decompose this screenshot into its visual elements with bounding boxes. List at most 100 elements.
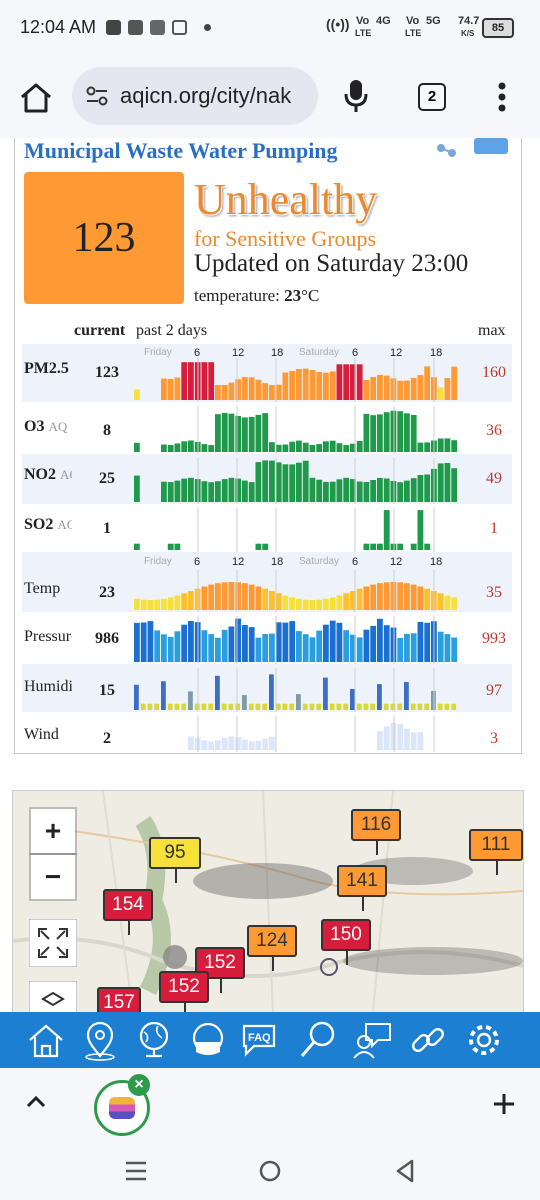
search-icon[interactable] bbox=[296, 1018, 340, 1062]
row-o3[interactable]: O3 AQ 8 36 bbox=[22, 402, 512, 454]
chart-bar bbox=[167, 637, 174, 662]
row-current: 8 bbox=[103, 422, 111, 439]
home-nav-icon[interactable] bbox=[258, 1159, 282, 1183]
row-pressure[interactable]: Pressure 986 993 bbox=[22, 612, 512, 664]
map-marker[interactable]: 124 bbox=[247, 925, 297, 971]
row-pm25[interactable]: PM2.5 123 160 Friday 6 12 18 Saturday 6 … bbox=[22, 344, 512, 402]
share-icon[interactable] bbox=[436, 138, 458, 158]
chevron-up-icon[interactable] bbox=[24, 1092, 48, 1112]
map-layers-icon[interactable] bbox=[29, 981, 77, 1012]
faq-icon[interactable]: FAQ bbox=[240, 1018, 284, 1062]
chart-bar bbox=[262, 588, 269, 610]
status-time: 12:04 AM bbox=[20, 17, 97, 37]
row-so2[interactable]: SO2 AQ 1 1 bbox=[22, 504, 512, 552]
recent-apps-icon[interactable] bbox=[124, 1160, 148, 1182]
expert-icon[interactable] bbox=[350, 1018, 394, 1062]
chart-bar bbox=[404, 583, 410, 610]
axis-day2: Saturday bbox=[299, 556, 339, 567]
chart-bar bbox=[235, 379, 242, 400]
chart-bar bbox=[215, 637, 221, 662]
chart-bar bbox=[397, 380, 404, 400]
network2-vo: Vo bbox=[406, 15, 420, 27]
row-humidity[interactable]: Humidity 15 97 bbox=[22, 664, 512, 712]
chart-bar bbox=[242, 739, 248, 750]
chart-bar bbox=[363, 703, 369, 710]
chart-bar bbox=[201, 444, 208, 452]
chart-bar bbox=[134, 543, 140, 550]
fullscreen-icon[interactable] bbox=[29, 919, 77, 967]
zoom-in-button[interactable]: + bbox=[31, 809, 75, 853]
axis-6b: 6 bbox=[352, 347, 358, 359]
chart-bar bbox=[248, 627, 255, 662]
link-icon[interactable] bbox=[406, 1018, 450, 1062]
tab-switcher-button[interactable]: 2 bbox=[418, 83, 446, 111]
map-marker[interactable]: 116 bbox=[351, 809, 401, 855]
map-marker[interactable]: 141 bbox=[337, 865, 387, 911]
map-marker[interactable]: 154 bbox=[103, 889, 153, 935]
zoom-out-button[interactable]: − bbox=[31, 855, 75, 899]
chart-bar bbox=[221, 737, 228, 750]
chart-bar bbox=[343, 364, 350, 400]
new-tab-icon[interactable] bbox=[492, 1092, 516, 1116]
map-marker[interactable]: 157 bbox=[97, 987, 141, 1012]
chart-bar bbox=[161, 681, 166, 710]
chart-bar bbox=[417, 703, 423, 710]
chart-bar bbox=[262, 703, 268, 710]
chart-bar bbox=[343, 703, 349, 710]
chart-bar bbox=[174, 631, 181, 662]
chart-bar bbox=[255, 414, 262, 452]
axis-day1: Friday bbox=[144, 556, 172, 567]
instagram-icon bbox=[172, 20, 187, 35]
network1-lte: LTE bbox=[355, 28, 372, 38]
settings-icon[interactable] bbox=[462, 1018, 506, 1062]
chart-bar bbox=[255, 379, 262, 400]
more-options-icon[interactable] bbox=[498, 82, 506, 112]
chart-bar bbox=[174, 480, 181, 502]
chart-bar bbox=[417, 510, 424, 550]
chart-bar bbox=[248, 416, 255, 452]
chart-bar bbox=[275, 703, 281, 710]
chart-bar bbox=[161, 444, 167, 452]
row-max: 49 bbox=[486, 470, 502, 487]
address-bar[interactable]: aqicn.org/city/nak bbox=[72, 67, 318, 125]
url-text[interactable]: aqicn.org/city/nak bbox=[120, 83, 292, 108]
temperature-label: temperature: bbox=[194, 286, 280, 305]
chart-bar bbox=[269, 385, 275, 400]
chart-bar bbox=[248, 482, 255, 502]
site-settings-icon[interactable] bbox=[86, 86, 108, 106]
home-icon[interactable] bbox=[18, 80, 54, 116]
back-icon[interactable] bbox=[394, 1159, 416, 1183]
chart-bar bbox=[262, 738, 269, 750]
row-wind[interactable]: Wind 2 3 bbox=[22, 712, 512, 752]
chart-bar bbox=[134, 442, 140, 452]
chart-bar bbox=[363, 629, 370, 662]
map-marker[interactable]: 152 bbox=[195, 947, 245, 993]
close-icon[interactable]: × bbox=[128, 1074, 150, 1096]
chart-bar bbox=[289, 597, 296, 610]
row-no2[interactable]: NO2 AQ 25 49 bbox=[22, 454, 512, 504]
widget-icon[interactable] bbox=[474, 138, 508, 154]
globe-icon[interactable] bbox=[132, 1018, 176, 1062]
chart-bar bbox=[431, 690, 436, 710]
chart-bar bbox=[390, 723, 397, 750]
map-marker[interactable]: 111 bbox=[469, 829, 523, 875]
aqi-map[interactable]: 116 111 95 141 154 124 150 152 152 157 +… bbox=[12, 790, 524, 1012]
chart-bar bbox=[410, 584, 417, 610]
map-marker[interactable]: 150 bbox=[321, 919, 371, 965]
row-max: 993 bbox=[482, 630, 506, 647]
chart-bar bbox=[248, 741, 255, 750]
system-navigation-bar bbox=[0, 1142, 540, 1200]
location-pin-icon[interactable] bbox=[78, 1018, 122, 1062]
mask-icon[interactable] bbox=[186, 1018, 230, 1062]
map-marker[interactable]: 95 bbox=[149, 837, 201, 883]
map-marker[interactable]: 152 bbox=[159, 971, 209, 1012]
chart-bar bbox=[228, 703, 234, 710]
home-icon[interactable] bbox=[24, 1018, 68, 1062]
group-tab-button[interactable] bbox=[94, 1080, 150, 1136]
chart-bar bbox=[424, 366, 431, 400]
chart-bar bbox=[235, 582, 242, 610]
microphone-icon[interactable] bbox=[343, 78, 369, 114]
row-temp[interactable]: Temp 23 35 Friday 6 12 18 Saturday 6 12 … bbox=[22, 552, 512, 612]
station-name[interactable]: Municipal Waste Water Pumping bbox=[24, 138, 338, 163]
chart-bar bbox=[147, 703, 153, 710]
